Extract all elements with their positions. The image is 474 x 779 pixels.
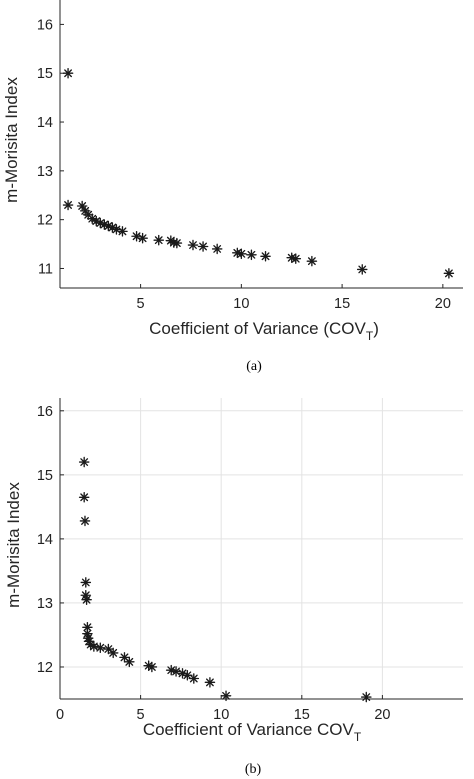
scatter-plot-a: 5 10 15 20 11 12 13 14 15 16 m-Morisita Index Coe… [2,0,463,374]
data-point-a-14 [137,232,148,244]
data-point-b-18 [146,661,158,673]
panel-caption-b: (b) [245,762,262,777]
y-tick-label-a-2: 13 [37,164,53,180]
data-point-b-3 [80,577,92,588]
x-tick-label-b-3: 15 [294,707,310,723]
data-point-b-12 [95,642,106,654]
data-point-b-14 [107,647,119,659]
data-point-b-1 [78,491,90,503]
x-tick-label-b-2: 10 [213,707,229,723]
data-point-a-18 [171,237,183,249]
data-point-b-11 [88,641,100,652]
x-tick-label-a-2: 15 [334,296,350,312]
plot-area-a: 5 10 15 20 11 12 13 14 15 16 [37,0,463,312]
y-tick-label-a-3: 14 [37,115,53,131]
data-point-b-2 [79,515,91,527]
data-point-a-1 [62,199,74,211]
data-point-a-15 [153,234,165,246]
y-axis-label-b: m-Morisita Index [4,482,23,608]
x-axis-label-main-a: Coefficient of Variance (COV [149,319,366,338]
x-tick-label-b-1: 5 [137,707,145,723]
x-axis-label-b: Coefficient of Variance COVT [143,720,362,744]
x-tick-label-b-0: 0 [56,707,64,723]
panel-caption-a: (a) [246,359,262,374]
data-point-a-25 [260,250,271,262]
y-tick-label-a-1: 12 [37,213,53,229]
y-tick-label-a-4: 15 [37,66,53,82]
x-tick-label-a-1: 10 [233,296,249,312]
data-point-a-2 [76,200,88,212]
data-point-a-20 [197,241,209,252]
y-tick-label-b-2: 14 [37,532,53,548]
data-point-a-9 [103,220,114,232]
y-tick-label-b-1: 13 [37,596,53,612]
x-tick-label-a-0: 5 [137,296,145,312]
data-point-b-0 [78,456,90,468]
y-axis-label-a: m-Morisita Index [2,77,21,203]
x-axis-label-sub-a: T [366,329,374,343]
data-point-b-23 [188,673,200,684]
data-point-b-5 [81,594,92,606]
plot-area-b: 0 5 10 15 20 12 13 14 15 16 [37,398,463,723]
y-tick-label-b-4: 16 [37,404,53,420]
x-tick-label-b-4: 20 [374,707,390,723]
data-point-a-0 [62,67,74,79]
scatter-plot-b: 0 5 10 15 20 12 13 14 15 16 m-Morisita Index Coef… [4,398,463,777]
data-point-a-30 [443,268,455,279]
x-axis-label-sub-b: T [354,730,362,744]
data-point-b-24 [204,677,216,688]
x-axis-label-tail-a: ) [373,319,379,338]
data-point-a-23 [236,248,247,260]
x-axis-label-a: Coefficient of Variance (COVT) [149,319,379,343]
x-axis-label-main-b: Coefficient of Variance COV [143,720,355,739]
data-point-a-19 [187,239,199,251]
y-tick-label-b-0: 12 [37,660,53,676]
data-point-b-13 [103,643,114,655]
y-tick-label-a-5: 16 [37,17,53,33]
data-point-b-25 [220,690,232,702]
data-point-b-16 [124,656,135,668]
data-point-a-21 [211,243,223,255]
data-point-a-28 [306,255,318,267]
data-point-b-26 [361,691,372,703]
data-point-a-27 [290,253,302,264]
data-point-a-12 [117,226,128,237]
y-tick-label-a-0: 11 [38,261,53,277]
data-point-a-29 [356,264,368,275]
x-tick-label-a-3: 20 [435,296,451,312]
data-point-a-24 [246,249,257,261]
data-point-b-20 [170,666,182,677]
y-tick-label-b-3: 15 [37,468,53,484]
